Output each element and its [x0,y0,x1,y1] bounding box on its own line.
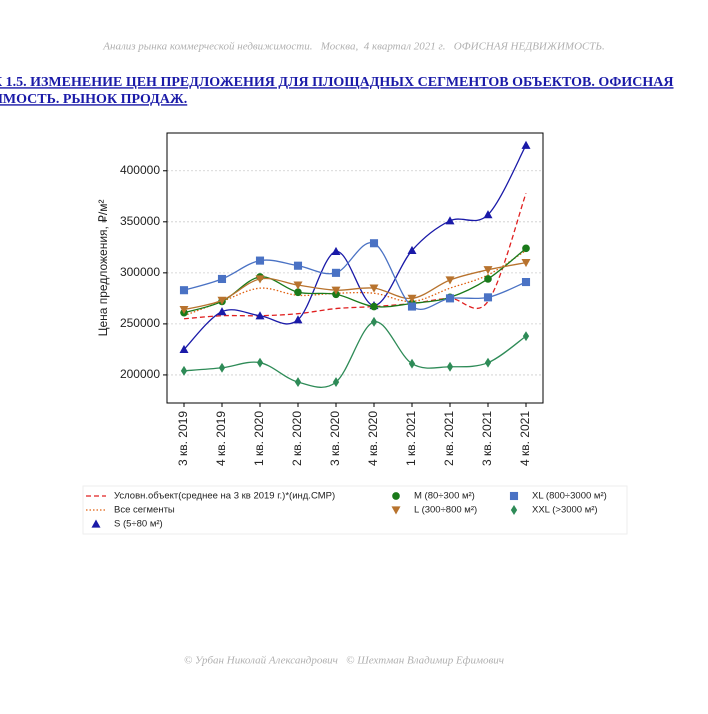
legend-label: L (300÷800 м²) [414,505,477,516]
marker [369,239,379,248]
marker [256,357,264,368]
header: Анализ рынка коммерческой недвижимости. … [102,41,604,53]
x-tick-label: 3 кв. 2020 [328,411,342,466]
legend-swatch [91,519,101,528]
marker [370,316,378,327]
legend-swatch [510,505,518,515]
series-line [183,242,527,310]
x-tick-label: 3 кв. 2019 [176,411,190,466]
series-line [183,321,527,388]
marker [484,275,492,283]
marker [483,293,493,302]
marker [293,315,303,324]
marker [521,140,531,149]
marker [407,302,417,311]
marker [332,377,340,388]
marker [331,286,341,295]
x-tick-label: 4 кв. 2020 [366,411,380,466]
marker [255,256,265,265]
marker [483,210,493,219]
legend-swatch [392,492,400,500]
series-line [183,262,527,311]
marker [255,311,265,320]
marker [408,358,416,369]
legend-swatch [509,491,519,501]
legend-box [82,485,628,535]
x-tick-label: 4 кв. 2021 [518,411,532,466]
marker [293,281,303,290]
title-line: ИМОСТЬ. РЫНОК ПРОДАЖ. [0,92,187,107]
marker [445,216,455,225]
plot-frame [166,132,544,404]
x-tick-label: 4 кв. 2019 [214,411,228,466]
marker [369,284,379,293]
marker [445,276,455,285]
marker [483,266,493,275]
marker [294,377,302,388]
legend-label: M (80÷300 м²) [414,491,475,502]
marker [179,344,189,354]
marker [293,261,303,270]
marker [180,365,188,376]
title-line: К 1.5. ИЗМЕНЕНИЕ ЦЕН ПРЕДЛОЖЕНИЯ ДЛЯ ПЛО… [0,75,674,90]
x-tick-label: 2 кв. 2020 [290,411,304,466]
marker [331,246,341,256]
marker [331,268,341,277]
x-tick-label: 1 кв. 2021 [404,411,418,466]
series-line [183,249,527,317]
marker [255,275,265,284]
y-axis-label: Цена предложения, ₽/м² [96,200,110,337]
x-tick-label: 1 кв. 2020 [252,411,266,466]
marker [446,361,454,372]
marker [217,274,227,284]
marker [370,302,378,311]
series-line [183,144,527,350]
footer: © Урбан Николай Александрович © Шехтман … [184,655,504,667]
marker [522,244,530,253]
legend-label: S (5÷80 м²) [114,519,163,530]
marker [445,294,455,303]
y-tick-label: 200000 [120,367,160,381]
y-tick-label: 350000 [120,214,160,228]
marker [407,294,417,303]
x-tick-label: 2 кв. 2021 [442,411,456,466]
y-tick-label: 400000 [120,163,160,177]
marker [218,362,226,373]
legend-label: XXL (>3000 м²) [532,505,598,516]
marker [521,277,531,287]
marker [521,259,531,268]
marker [179,286,189,295]
marker [522,331,530,342]
series-line [183,247,527,314]
legend-label: Условн.объект(среднее на 3 кв 2019 г.)*(… [114,491,335,502]
y-tick-label: 250000 [120,316,160,330]
x-tick-label: 3 кв. 2021 [480,411,494,466]
y-tick-label: 300000 [120,265,160,279]
legend-label: Все сегменты [114,505,175,516]
marker [484,357,492,368]
marker [217,307,227,316]
marker [407,245,417,254]
series-line [183,193,527,320]
legend-swatch [391,506,401,515]
marker [294,288,302,297]
legend-label: XL (800÷3000 м²) [532,491,607,502]
marker [217,296,227,305]
marker [179,305,189,315]
